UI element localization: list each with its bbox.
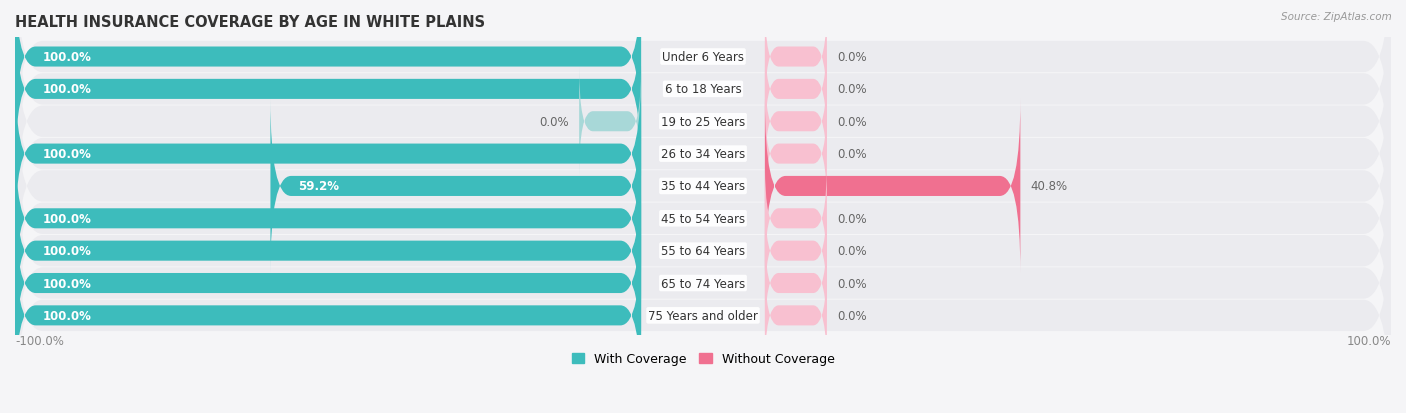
FancyBboxPatch shape	[765, 164, 827, 273]
FancyBboxPatch shape	[15, 197, 641, 370]
Text: 45 to 54 Years: 45 to 54 Years	[661, 212, 745, 225]
Text: 6 to 18 Years: 6 to 18 Years	[665, 83, 741, 96]
Text: Under 6 Years: Under 6 Years	[662, 51, 744, 64]
FancyBboxPatch shape	[765, 100, 1021, 273]
Text: 100.0%: 100.0%	[42, 148, 91, 161]
Text: 59.2%: 59.2%	[298, 180, 339, 193]
Text: 75 Years and older: 75 Years and older	[648, 309, 758, 322]
Text: 0.0%: 0.0%	[540, 116, 569, 128]
FancyBboxPatch shape	[765, 67, 827, 176]
Text: 26 to 34 Years: 26 to 34 Years	[661, 148, 745, 161]
FancyBboxPatch shape	[15, 202, 1391, 413]
Text: 0.0%: 0.0%	[837, 83, 866, 96]
FancyBboxPatch shape	[15, 73, 1391, 300]
Text: 100.0%: 100.0%	[42, 51, 91, 64]
Text: HEALTH INSURANCE COVERAGE BY AGE IN WHITE PLAINS: HEALTH INSURANCE COVERAGE BY AGE IN WHIT…	[15, 15, 485, 30]
Text: 100.0%: 100.0%	[42, 83, 91, 96]
Text: 40.8%: 40.8%	[1031, 180, 1067, 193]
FancyBboxPatch shape	[765, 35, 827, 144]
Text: 0.0%: 0.0%	[837, 277, 866, 290]
FancyBboxPatch shape	[270, 100, 641, 273]
Text: -100.0%: -100.0%	[15, 335, 63, 347]
FancyBboxPatch shape	[579, 67, 641, 176]
Text: 0.0%: 0.0%	[837, 51, 866, 64]
FancyBboxPatch shape	[15, 105, 1391, 332]
FancyBboxPatch shape	[15, 170, 1391, 397]
Text: 100.0%: 100.0%	[42, 244, 91, 258]
FancyBboxPatch shape	[765, 100, 827, 209]
FancyBboxPatch shape	[15, 0, 1391, 171]
FancyBboxPatch shape	[15, 41, 1391, 268]
Text: 65 to 74 Years: 65 to 74 Years	[661, 277, 745, 290]
FancyBboxPatch shape	[15, 164, 641, 338]
Text: 35 to 44 Years: 35 to 44 Years	[661, 180, 745, 193]
FancyBboxPatch shape	[15, 8, 1391, 235]
FancyBboxPatch shape	[15, 229, 641, 402]
FancyBboxPatch shape	[765, 229, 827, 338]
Text: 100.0%: 100.0%	[42, 212, 91, 225]
FancyBboxPatch shape	[765, 197, 827, 306]
Text: 0.0%: 0.0%	[837, 116, 866, 128]
Text: 0.0%: 0.0%	[837, 244, 866, 258]
FancyBboxPatch shape	[765, 3, 827, 112]
FancyBboxPatch shape	[15, 138, 1391, 365]
Legend: With Coverage, Without Coverage: With Coverage, Without Coverage	[567, 347, 839, 370]
FancyBboxPatch shape	[15, 3, 641, 176]
Text: 19 to 25 Years: 19 to 25 Years	[661, 116, 745, 128]
Text: 0.0%: 0.0%	[837, 309, 866, 322]
Text: 0.0%: 0.0%	[837, 212, 866, 225]
FancyBboxPatch shape	[15, 0, 641, 144]
Text: 100.0%: 100.0%	[42, 277, 91, 290]
Text: 0.0%: 0.0%	[837, 148, 866, 161]
Text: Source: ZipAtlas.com: Source: ZipAtlas.com	[1281, 12, 1392, 22]
FancyBboxPatch shape	[15, 67, 641, 241]
Text: 100.0%: 100.0%	[1347, 335, 1391, 347]
FancyBboxPatch shape	[15, 0, 1391, 203]
FancyBboxPatch shape	[765, 261, 827, 370]
FancyBboxPatch shape	[15, 132, 641, 306]
Text: 100.0%: 100.0%	[42, 309, 91, 322]
Text: 55 to 64 Years: 55 to 64 Years	[661, 244, 745, 258]
